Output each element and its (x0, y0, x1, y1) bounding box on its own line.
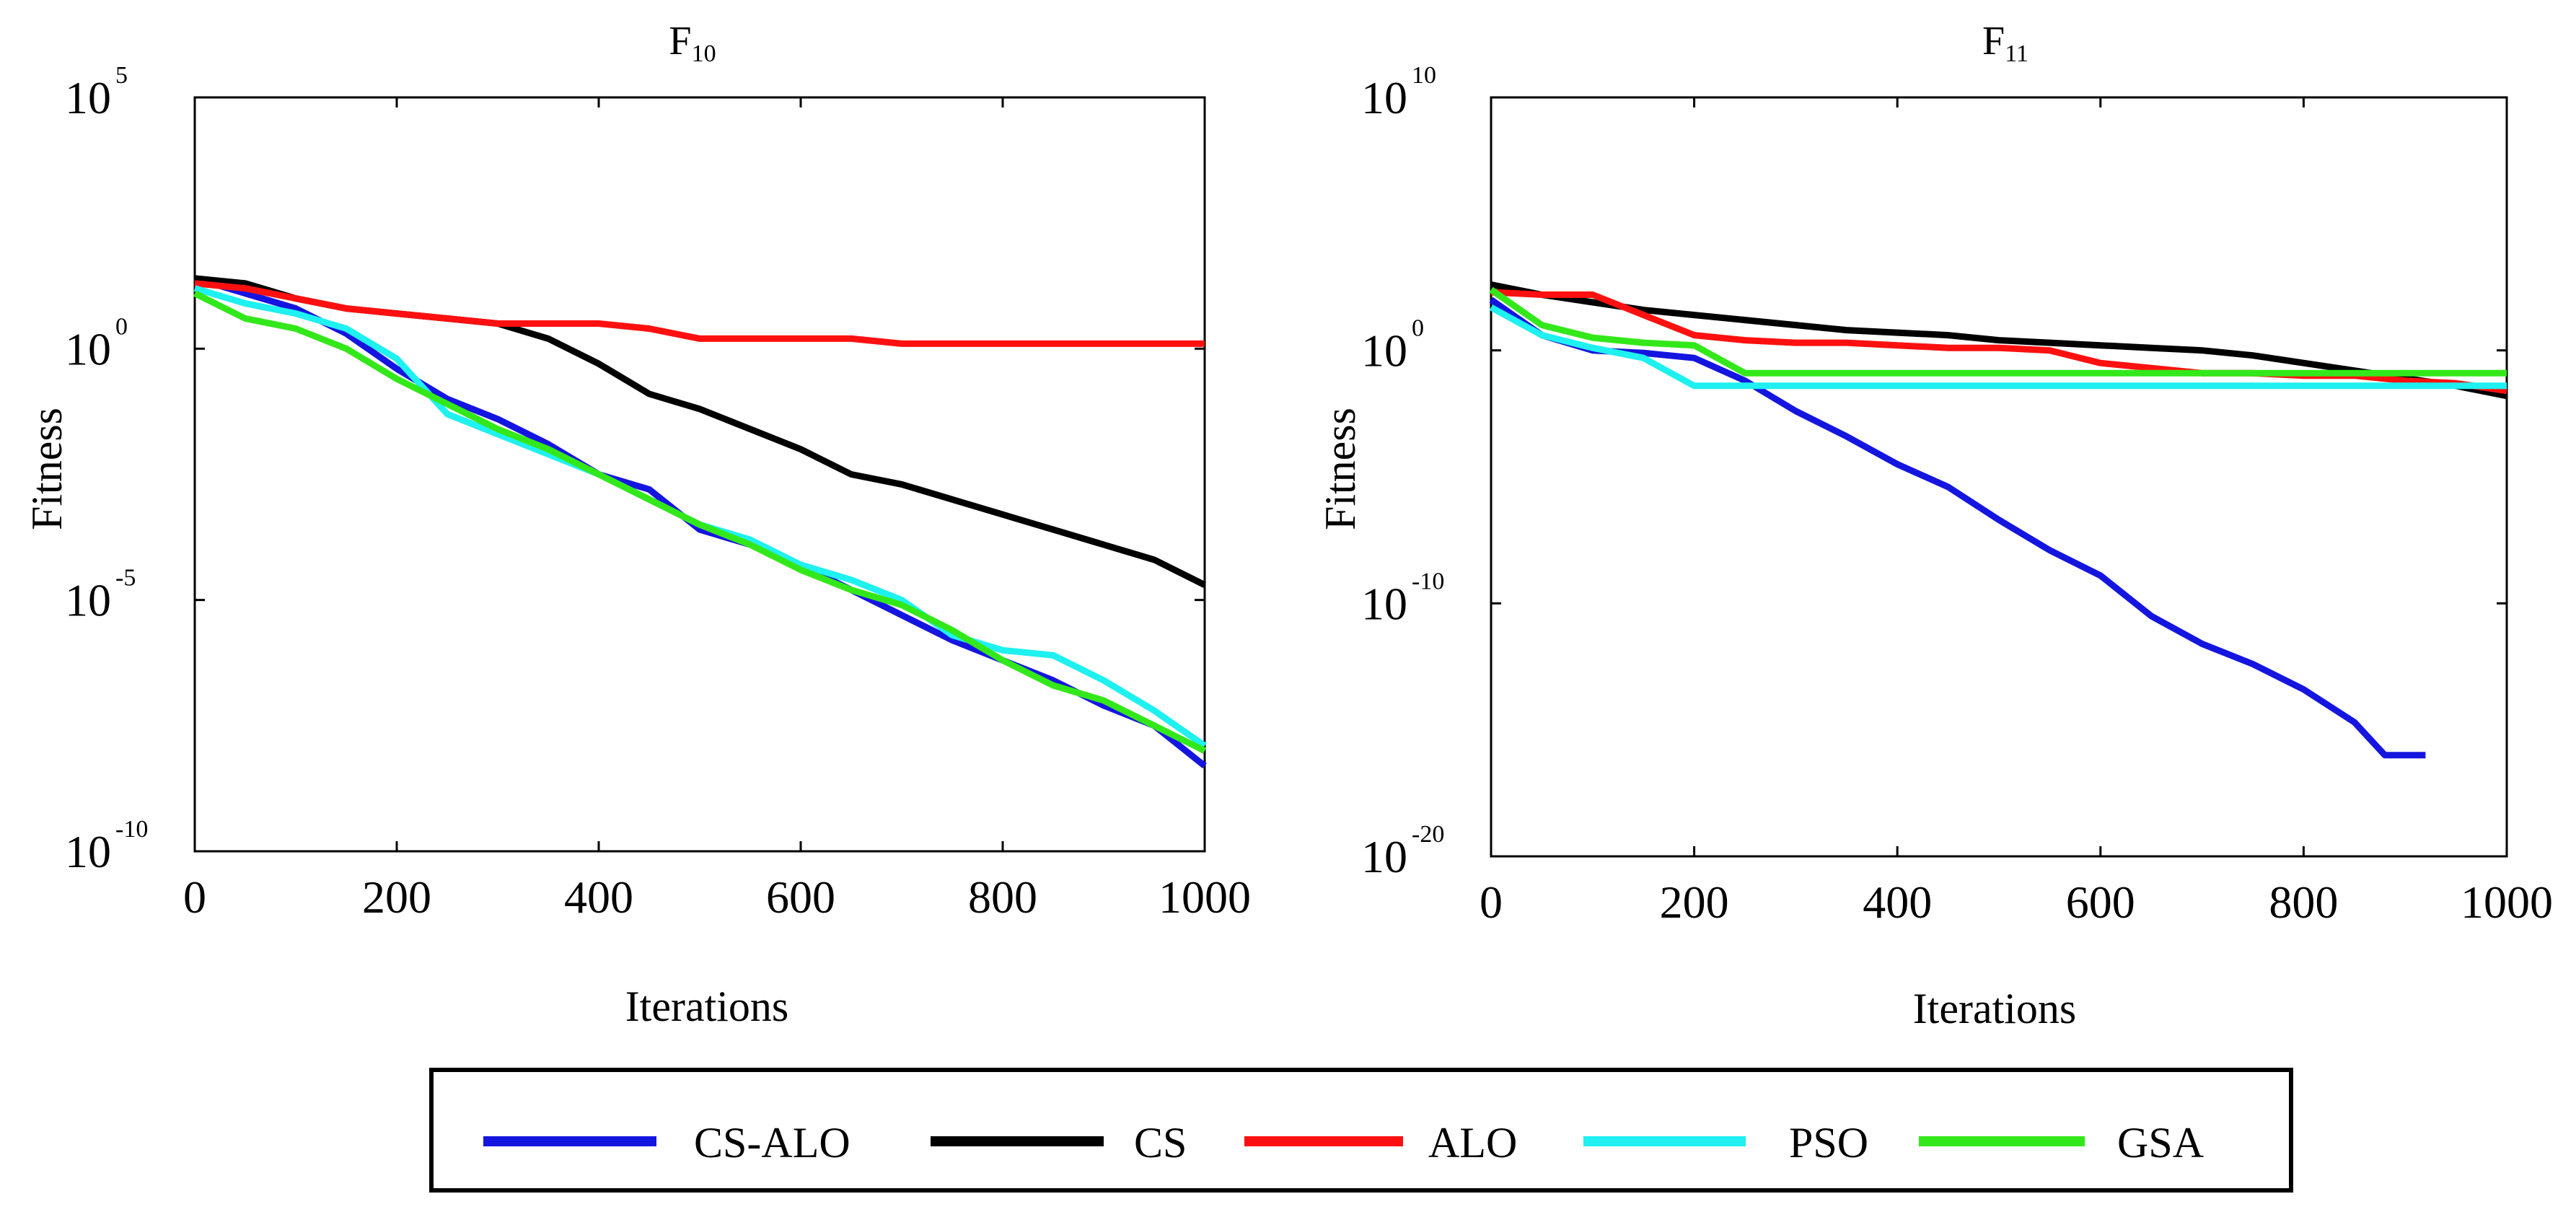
x-tick-label: 800 (2269, 877, 2338, 928)
series-line-cs (1490, 281, 2507, 400)
series-line-cs-alo (1489, 297, 2426, 759)
series-line-pso (1489, 304, 2507, 390)
plot-area-frame (1490, 96, 2508, 858)
y-tick-label: 10 -20 (1361, 821, 1444, 882)
x-tick-label: 1000 (1159, 871, 1251, 923)
x-axis-label: Iterations (1913, 985, 2077, 1032)
x-tick-label: 600 (2066, 877, 2135, 928)
x-tick-label: 1000 (2461, 877, 2553, 928)
series-line-cs (194, 275, 1207, 588)
legend-box (429, 1068, 2293, 1193)
x-tick-label: 400 (1863, 877, 1932, 928)
x-tick-label: 200 (362, 871, 431, 923)
plot-area-frame (193, 96, 1206, 853)
y-tick-label: 10 0 (65, 313, 128, 374)
series-line-gsa (1489, 286, 2507, 377)
y-tick-label: 10 0 (1361, 315, 1424, 377)
x-tick-label: 400 (564, 871, 633, 923)
x-tick-label: 0 (1480, 877, 1503, 928)
legend-label-cs: CS (1134, 1119, 1187, 1167)
x-tick-label: 800 (968, 871, 1037, 923)
x-tick-label: 200 (1660, 877, 1729, 928)
y-tick-label: 10 10 (1361, 62, 1436, 123)
chart-title: F10 (669, 19, 716, 67)
legend-label-pso: PSO (1789, 1119, 1868, 1167)
x-tick-label: 600 (766, 871, 835, 923)
y-tick-label: 10 -10 (65, 816, 148, 877)
y-tick-label: 10 -5 (65, 565, 136, 626)
x-tick-label: 0 (183, 871, 206, 923)
y-tick-label: 10 5 (65, 62, 128, 123)
legend-label-cs-alo: CS-ALO (694, 1119, 850, 1167)
legend: CS-ALO CS ALO PSO GSA (429, 1068, 2293, 1193)
legend-label-alo: ALO (1428, 1119, 1517, 1167)
chart-title: F11 (1982, 19, 2028, 67)
legend-label-gsa: GSA (2117, 1119, 2204, 1167)
y-tick-label: 10 -10 (1361, 568, 1444, 629)
x-axis-label: Iterations (625, 983, 789, 1030)
y-axis-label: Fitness (23, 408, 71, 530)
y-axis-label: Fitness (1316, 408, 1364, 530)
series-line-alo (194, 280, 1205, 347)
series-line-gsa (193, 290, 1207, 754)
